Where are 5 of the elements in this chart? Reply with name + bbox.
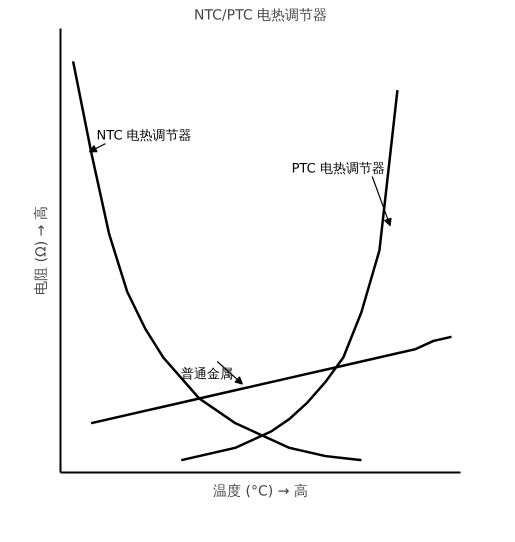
x-axis-title: 温度 (°C) → 高 xyxy=(213,484,308,500)
chart-title: NTC/PTC 电热调节器 xyxy=(194,8,328,24)
series-label: NTC 电热调节器 xyxy=(96,128,192,144)
series-label: PTC 电热调节器 xyxy=(292,162,385,176)
y-axis-title: 电阻 (Ω) → 高 xyxy=(34,206,50,295)
